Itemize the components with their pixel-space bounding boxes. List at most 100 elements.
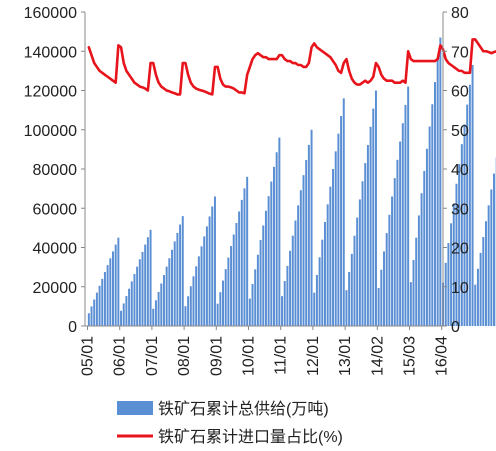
supply-bar	[87, 313, 90, 326]
supply-bar	[415, 237, 418, 326]
supply-bar	[348, 272, 351, 326]
supply-bar	[165, 266, 168, 326]
supply-bar	[340, 116, 343, 326]
line-series-import-share	[87, 38, 496, 96]
supply-bar	[332, 169, 335, 326]
x-tick-label: 10/01	[241, 336, 258, 376]
supply-bar	[353, 235, 356, 326]
supply-bar	[98, 285, 101, 326]
supply-bar	[471, 64, 474, 327]
supply-bar	[299, 190, 302, 326]
supply-bar	[149, 229, 152, 326]
supply-bar	[238, 211, 241, 326]
supply-bar	[423, 170, 426, 326]
supply-bar	[146, 237, 149, 326]
supply-bar	[136, 266, 139, 326]
supply-bar	[232, 234, 235, 326]
right-axis-ticks: 0 10 20 30 40 50 60 70 80	[443, 5, 469, 336]
supply-bar	[468, 84, 471, 326]
right-tick-label: 10	[451, 280, 469, 297]
legend-label-import-share: 铁矿石累计进口量占比(%)	[158, 428, 343, 446]
supply-bar	[364, 163, 367, 326]
supply-bar	[294, 220, 297, 326]
supply-bar	[305, 160, 308, 326]
supply-bar	[439, 37, 442, 326]
supply-bar	[273, 166, 275, 326]
supply-bar	[227, 257, 230, 326]
supply-bar	[460, 144, 463, 326]
supply-bar	[103, 272, 106, 326]
supply-bar	[323, 221, 326, 326]
supply-bar	[133, 273, 136, 326]
right-tick-label: 20	[451, 241, 469, 258]
supply-bar	[235, 222, 238, 326]
supply-bar	[307, 144, 310, 326]
left-tick-label: 0	[68, 319, 77, 336]
supply-bar	[286, 265, 289, 326]
supply-bar	[160, 283, 163, 326]
supply-bar	[458, 163, 461, 326]
supply-bar	[474, 284, 477, 326]
supply-bar	[490, 189, 493, 326]
supply-bar	[366, 144, 369, 326]
supply-bar	[278, 137, 281, 326]
supply-bar	[369, 126, 372, 326]
left-tick-label: 100000	[24, 123, 77, 140]
supply-bar	[420, 193, 423, 326]
x-tick-label: 11/01	[273, 336, 290, 375]
legend-label-total-supply: 铁矿石累计总供给(万吨)	[158, 400, 329, 418]
left-tick-label: 80000	[33, 162, 78, 179]
supply-bar	[463, 124, 466, 326]
supply-bar	[313, 292, 316, 326]
x-tick-label: 09/01	[208, 336, 225, 376]
left-tick-label: 120000	[24, 84, 77, 101]
supply-bar	[447, 243, 450, 326]
x-tick-label: 13/01	[337, 336, 354, 376]
supply-bar	[216, 303, 219, 326]
supply-bar	[114, 244, 117, 326]
supply-bar	[144, 244, 147, 326]
supply-bar	[181, 216, 184, 326]
supply-bar	[388, 214, 391, 326]
supply-bar	[138, 259, 141, 326]
supply-bar	[171, 249, 174, 326]
supply-bar	[380, 269, 383, 326]
supply-bar	[195, 266, 198, 326]
supply-bar	[302, 175, 305, 326]
supply-bar	[452, 203, 455, 326]
supply-bar	[337, 133, 340, 326]
supply-bar	[297, 205, 300, 326]
left-tick-label: 160000	[24, 5, 77, 22]
supply-bar	[487, 205, 490, 326]
supply-bar	[482, 237, 485, 326]
supply-bar	[350, 253, 353, 326]
supply-bar	[219, 292, 222, 326]
supply-bar	[385, 233, 388, 326]
supply-bar	[455, 183, 458, 326]
legend-swatch-total-supply	[117, 401, 153, 415]
supply-bar	[391, 196, 394, 326]
supply-bar	[200, 246, 203, 326]
right-tick-label: 70	[451, 44, 469, 61]
supply-bar	[101, 278, 104, 326]
supply-bar	[315, 274, 318, 326]
supply-bar	[106, 265, 109, 326]
supply-bar	[361, 181, 364, 326]
supply-bar	[393, 178, 396, 326]
supply-bar	[154, 300, 157, 326]
supply-bar	[187, 296, 190, 326]
supply-bar	[377, 288, 380, 326]
supply-bar	[310, 129, 313, 326]
supply-bar	[128, 288, 131, 326]
supply-bar	[109, 258, 112, 326]
supply-bar	[262, 225, 265, 326]
right-tick-label: 40	[451, 162, 469, 179]
supply-bar	[270, 181, 273, 326]
supply-bar	[281, 296, 284, 326]
supply-bar	[407, 86, 410, 326]
supply-bar	[112, 251, 114, 326]
right-tick-label: 60	[451, 84, 469, 101]
supply-bar	[254, 269, 257, 326]
supply-bar	[404, 104, 407, 326]
